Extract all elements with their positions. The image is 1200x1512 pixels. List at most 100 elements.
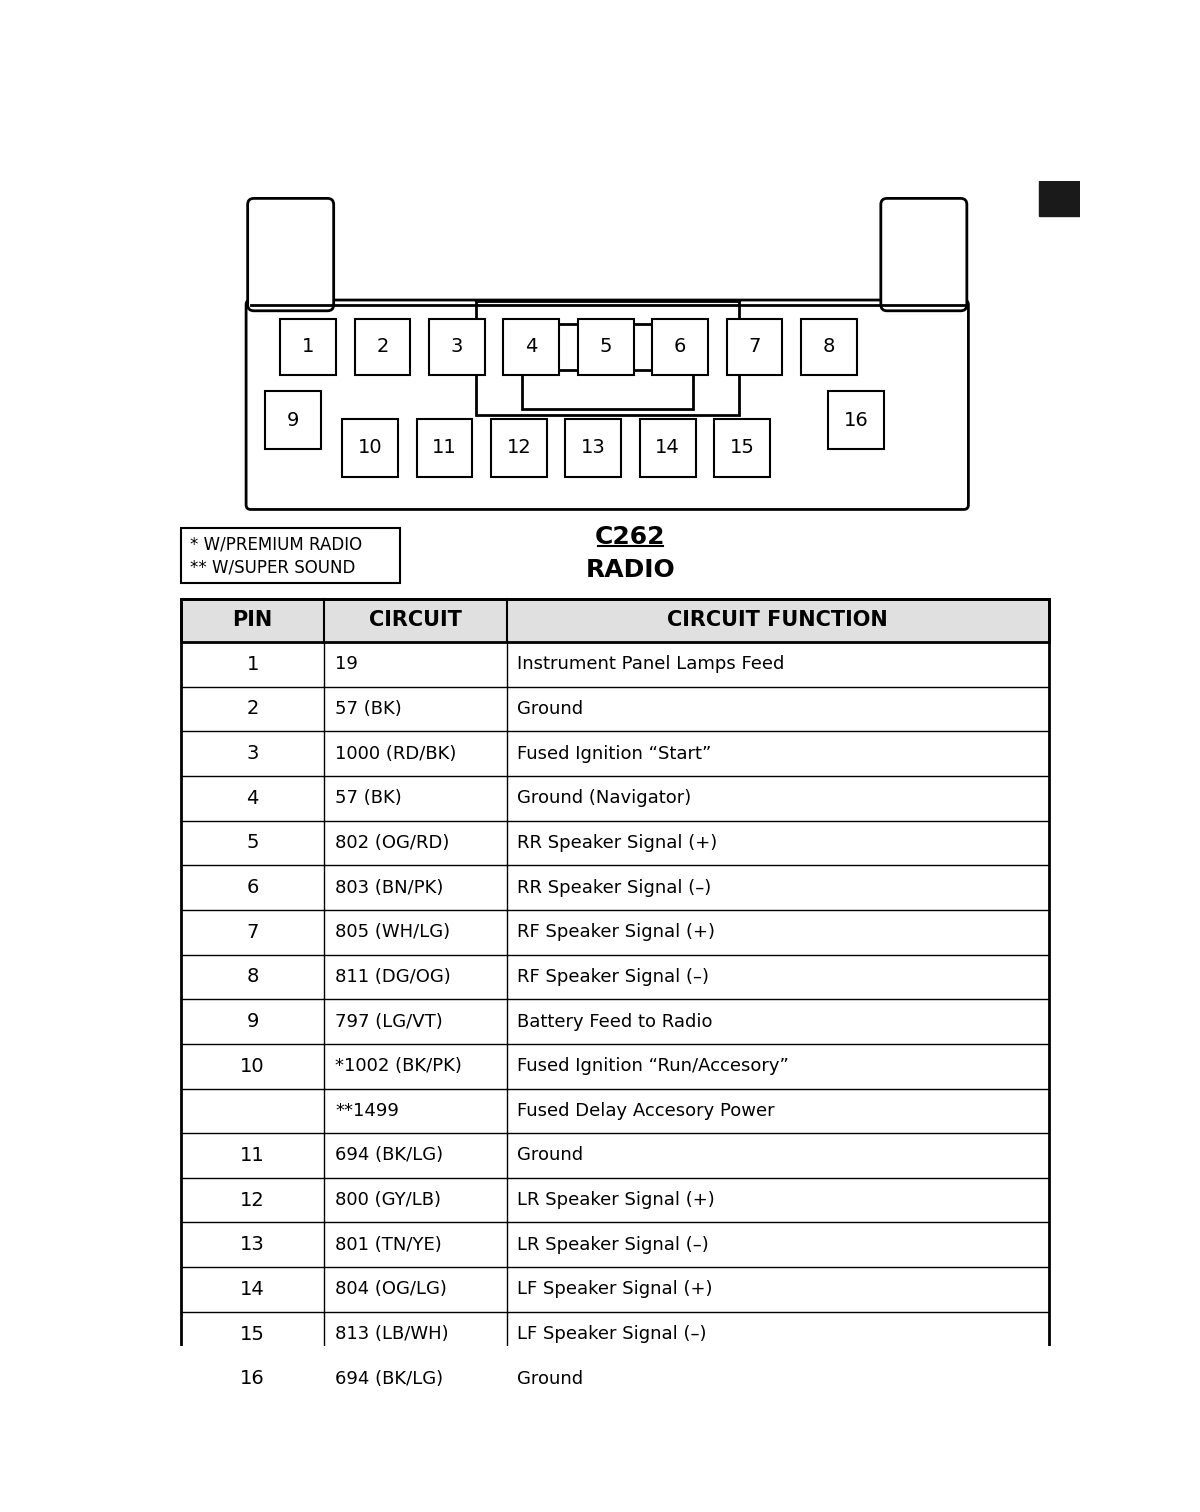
Text: 15: 15 — [240, 1325, 265, 1344]
Bar — [181, 1178, 1049, 1223]
Text: Instrument Panel Lamps Feed: Instrument Panel Lamps Feed — [517, 655, 785, 673]
Text: 801 (TN/YE): 801 (TN/YE) — [335, 1235, 442, 1253]
Text: 1: 1 — [246, 655, 259, 674]
Text: * W/PREMIUM RADIO: * W/PREMIUM RADIO — [191, 535, 362, 553]
FancyBboxPatch shape — [881, 198, 967, 311]
FancyBboxPatch shape — [246, 299, 968, 510]
Bar — [1039, 181, 1080, 216]
Text: 6: 6 — [246, 878, 259, 897]
Text: LR Speaker Signal (+): LR Speaker Signal (+) — [517, 1191, 715, 1210]
Bar — [475, 301, 739, 414]
Text: 9: 9 — [246, 1012, 259, 1031]
Bar — [181, 528, 400, 584]
Text: 13: 13 — [581, 438, 606, 457]
Text: Fused Delay Accesory Power: Fused Delay Accesory Power — [517, 1102, 775, 1120]
Bar — [181, 776, 1049, 821]
Text: CIRCUIT FUNCTION: CIRCUIT FUNCTION — [667, 611, 888, 631]
Text: Ground (Navigator): Ground (Navigator) — [517, 789, 691, 807]
Bar — [565, 419, 622, 478]
Text: 12: 12 — [506, 438, 532, 457]
Text: Battery Feed to Radio: Battery Feed to Radio — [517, 1013, 713, 1031]
Bar — [557, 324, 658, 370]
Text: 11: 11 — [432, 438, 457, 457]
Text: 694 (BK/LG): 694 (BK/LG) — [335, 1146, 443, 1164]
Text: 10: 10 — [358, 438, 383, 457]
Bar — [342, 419, 398, 478]
Bar — [578, 319, 634, 375]
Text: PIN: PIN — [233, 611, 272, 631]
Text: 804 (OG/LG): 804 (OG/LG) — [335, 1281, 448, 1299]
Text: 14: 14 — [655, 438, 680, 457]
Text: 7: 7 — [246, 922, 259, 942]
Bar — [522, 331, 692, 408]
Text: 8: 8 — [823, 337, 835, 357]
Bar — [802, 319, 857, 375]
Bar — [181, 1267, 1049, 1312]
Text: LR Speaker Signal (–): LR Speaker Signal (–) — [517, 1235, 709, 1253]
Text: RR Speaker Signal (+): RR Speaker Signal (+) — [517, 835, 718, 851]
Bar — [504, 319, 559, 375]
Bar — [181, 686, 1049, 732]
Bar — [181, 910, 1049, 954]
Text: 13: 13 — [240, 1235, 265, 1255]
Text: Fused Ignition “Run/Accesory”: Fused Ignition “Run/Accesory” — [517, 1057, 790, 1075]
Text: C262: C262 — [595, 525, 666, 549]
Text: 4: 4 — [526, 337, 538, 357]
Text: 2: 2 — [377, 337, 389, 357]
FancyBboxPatch shape — [247, 198, 334, 311]
Text: RF Speaker Signal (–): RF Speaker Signal (–) — [517, 968, 709, 986]
Bar — [281, 319, 336, 375]
Bar — [181, 1223, 1049, 1267]
Text: 4: 4 — [246, 789, 259, 807]
Bar — [181, 1356, 1049, 1402]
Text: 800 (GY/LB): 800 (GY/LB) — [335, 1191, 442, 1210]
Text: 802 (OG/RD): 802 (OG/RD) — [335, 835, 450, 851]
Bar — [181, 643, 1049, 686]
Text: 8: 8 — [246, 968, 259, 986]
Bar — [416, 419, 473, 478]
Bar — [181, 732, 1049, 776]
Text: 7: 7 — [749, 337, 761, 357]
Bar — [181, 1089, 1049, 1132]
Text: 57 (BK): 57 (BK) — [335, 789, 402, 807]
Bar — [181, 865, 1049, 910]
Text: LF Speaker Signal (–): LF Speaker Signal (–) — [517, 1325, 707, 1343]
Bar — [727, 319, 782, 375]
Text: 57 (BK): 57 (BK) — [335, 700, 402, 718]
Text: 3: 3 — [451, 337, 463, 357]
Text: RF Speaker Signal (+): RF Speaker Signal (+) — [517, 924, 715, 940]
Text: 11: 11 — [240, 1146, 265, 1164]
Text: 10: 10 — [240, 1057, 265, 1075]
Text: 694 (BK/LG): 694 (BK/LG) — [335, 1370, 443, 1388]
Bar — [181, 954, 1049, 999]
Text: RADIO: RADIO — [586, 558, 676, 582]
Text: 1000 (RD/BK): 1000 (RD/BK) — [335, 744, 457, 762]
Text: **1499: **1499 — [335, 1102, 400, 1120]
Text: 813 (LB/WH): 813 (LB/WH) — [335, 1325, 449, 1343]
Bar — [653, 319, 708, 375]
Text: Fused Ignition “Start”: Fused Ignition “Start” — [517, 744, 712, 762]
Text: Ground: Ground — [517, 700, 583, 718]
Text: 5: 5 — [600, 337, 612, 357]
Bar — [430, 319, 485, 375]
Bar — [265, 392, 320, 449]
Bar — [181, 821, 1049, 865]
Text: 1: 1 — [302, 337, 314, 357]
Text: 12: 12 — [240, 1190, 265, 1210]
Text: 6: 6 — [674, 337, 686, 357]
Bar — [355, 319, 410, 375]
Text: 805 (WH/LG): 805 (WH/LG) — [335, 924, 450, 940]
Text: CIRCUIT: CIRCUIT — [370, 611, 462, 631]
Text: 15: 15 — [730, 438, 755, 457]
Bar — [181, 999, 1049, 1043]
Text: 811 (DG/OG): 811 (DG/OG) — [335, 968, 451, 986]
Text: Ground: Ground — [517, 1370, 583, 1388]
Bar — [181, 1043, 1049, 1089]
Text: Ground: Ground — [517, 1146, 583, 1164]
Text: 9: 9 — [287, 411, 299, 429]
Text: 14: 14 — [240, 1281, 265, 1299]
Bar — [181, 599, 1049, 643]
Text: 797 (LG/VT): 797 (LG/VT) — [335, 1013, 443, 1031]
Bar — [640, 419, 696, 478]
Text: 803 (BN/PK): 803 (BN/PK) — [335, 878, 444, 897]
